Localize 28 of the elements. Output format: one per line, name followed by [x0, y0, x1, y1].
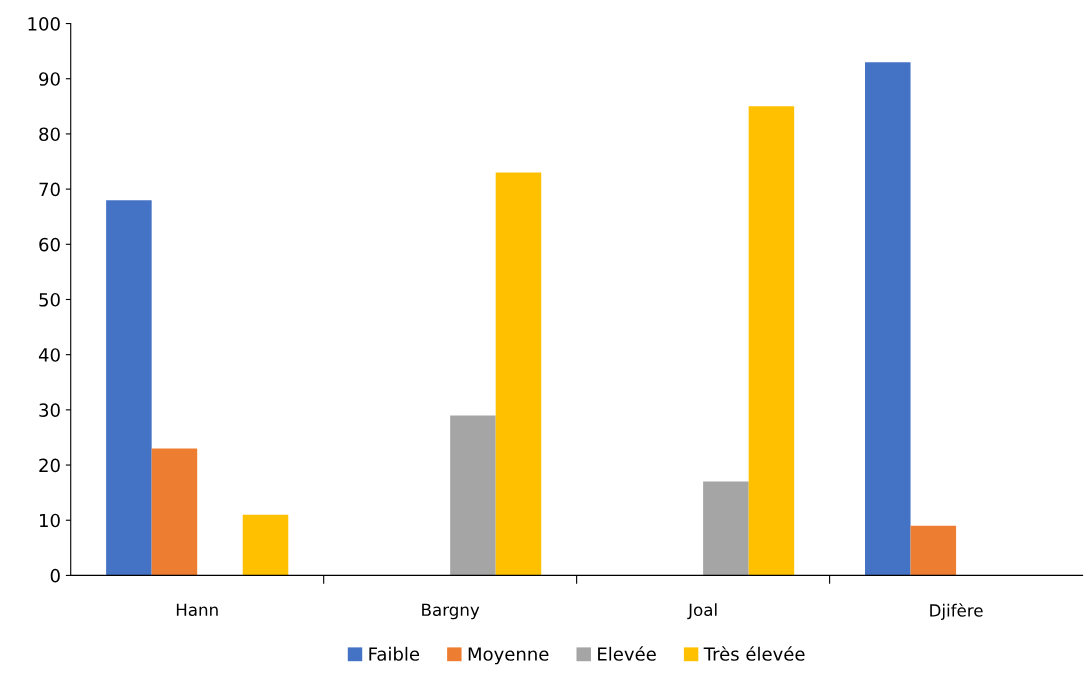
bar — [748, 106, 795, 576]
bar — [910, 525, 957, 576]
bar — [865, 62, 911, 576]
y-tick-label: 0 — [50, 568, 60, 583]
y-tick-label: 70 — [39, 182, 60, 197]
legend-label: Très élevée — [703, 646, 805, 661]
y-tick-label: 50 — [39, 292, 60, 307]
y-tick-label: 100 — [28, 17, 60, 31]
y-tick-label: 40 — [38, 348, 60, 362]
bar — [703, 481, 749, 576]
bar — [242, 514, 289, 576]
bar — [495, 172, 542, 576]
bar — [106, 200, 152, 576]
x-tick-label: Djifère — [930, 603, 983, 620]
bar — [151, 448, 198, 576]
y-tick-label: 80 — [39, 127, 60, 142]
y-tick-label: 30 — [39, 403, 60, 417]
y-tick-label: 20 — [39, 458, 60, 473]
legend-label: Faible — [369, 646, 420, 661]
legend-label: Elevée — [598, 646, 656, 661]
x-tick-label: Hann — [176, 603, 218, 617]
x-tick-label: Joal — [687, 603, 717, 620]
y-tick-label: 10 — [40, 513, 60, 528]
y-tick-label: 60 — [39, 237, 60, 252]
x-tick-label: Bargny — [422, 603, 480, 620]
legend-label: Moyenne — [468, 647, 549, 665]
bar — [450, 415, 496, 576]
y-tick-label: 90 — [39, 72, 60, 86]
